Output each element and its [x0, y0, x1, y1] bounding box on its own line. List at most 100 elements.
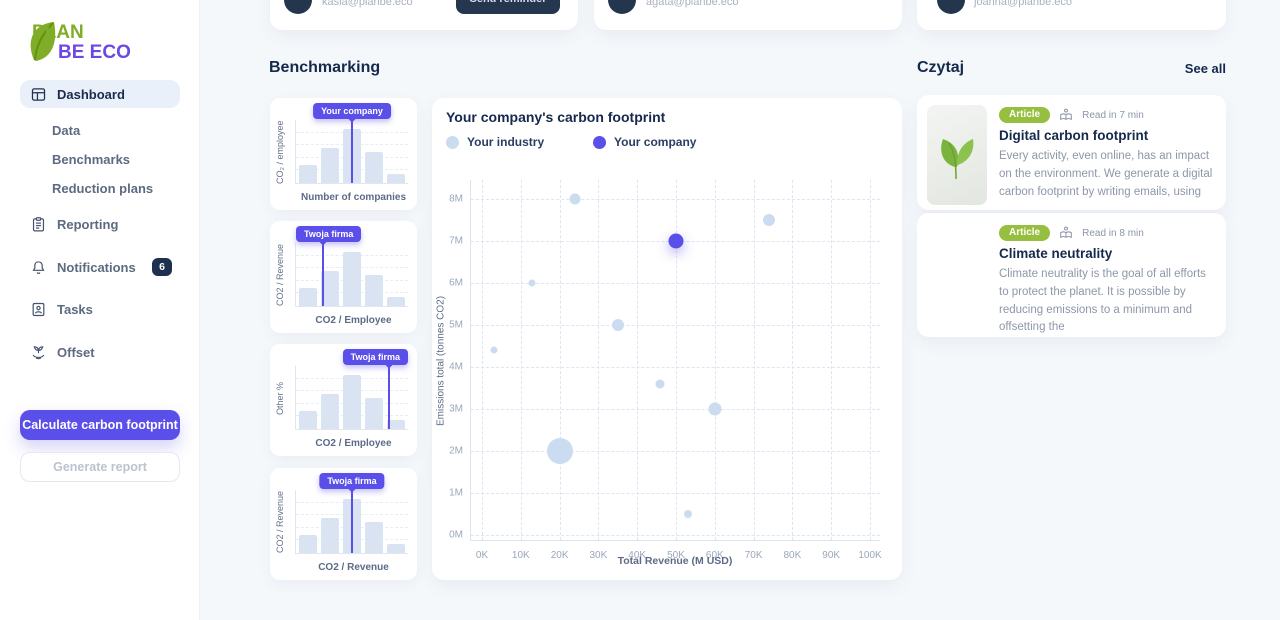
bar: [387, 174, 405, 183]
x-tick-label: 20K: [550, 550, 569, 561]
your-company-badge: Twoja firma: [319, 473, 385, 489]
y-tick-label: 0M: [449, 529, 463, 541]
y-tick-label: 2M: [449, 445, 463, 457]
x-tick-label: 90K: [822, 550, 841, 561]
scatter-point-industry[interactable]: [611, 319, 624, 331]
gridline-vertical: [753, 180, 755, 540]
sidebar-item-dashboard[interactable]: Dashboard: [20, 80, 180, 108]
chart-y-axis-label: Emissions total (tonnes CO2): [435, 295, 447, 426]
company-legend-dot: [593, 135, 606, 149]
gridline-vertical: [714, 180, 716, 540]
bar: [387, 420, 405, 429]
sidebar-item-tasks[interactable]: Tasks: [20, 295, 180, 323]
brand-line1: PLAN: [32, 22, 84, 43]
see-all-link[interactable]: See all: [1184, 61, 1226, 76]
bar: [299, 411, 317, 429]
gridline-vertical: [870, 180, 871, 540]
sidebar-item-label: Reduction plans: [52, 180, 154, 196]
y-tick-label: 4M: [449, 361, 463, 373]
scatter-point-industry[interactable]: [490, 346, 498, 354]
y-tick-label: 3M: [449, 403, 463, 415]
mini-chart-ylabel: CO₂ / employee: [275, 120, 285, 184]
gridline-vertical: [482, 180, 483, 540]
person-email: kasia@planbe.eco: [322, 0, 413, 8]
benchmark-mini-chart-card[interactable]: Other % Twoja firma CO2 / Employee: [270, 344, 417, 456]
scatter-point-industry[interactable]: [655, 379, 665, 389]
histogram-bars: [296, 243, 408, 306]
article-card-digital-carbon-footprint[interactable]: Article Read in 7 min Digital carbon foo…: [917, 95, 1226, 210]
sidebar-item-reporting[interactable]: Reporting: [20, 210, 180, 238]
sidebar: PLAN BE ECO Dashboard Data Benchmarks Re…: [0, 0, 200, 620]
your-company-badge: Your company: [313, 103, 391, 119]
scatter-point-industry[interactable]: [546, 438, 573, 464]
person-email: joanna@planbe.eco: [974, 0, 1073, 8]
sidebar-item-benchmarks[interactable]: Benchmarks: [20, 145, 180, 173]
scatter-point-industry[interactable]: [683, 510, 692, 518]
sidebar-item-data[interactable]: Data: [20, 116, 180, 144]
brand-logo[interactable]: PLAN BE ECO: [24, 10, 164, 73]
mini-chart-xlabel: Number of companies: [300, 192, 407, 203]
bar: [299, 288, 317, 306]
chart-x-axis-label: Total Revenue (M USD): [617, 555, 733, 567]
bar: [343, 252, 361, 306]
avatar: [284, 0, 312, 14]
article-title: Digital carbon footprint: [999, 128, 1149, 143]
legend-your-industry[interactable]: Your industry: [446, 134, 544, 150]
sidebar-item-reduction-plans[interactable]: Reduction plans: [20, 174, 180, 202]
scatter-point-industry[interactable]: [569, 193, 581, 205]
gridline-vertical: [792, 180, 794, 540]
mini-chart: Twoja firma: [295, 226, 408, 307]
reader-icon: [1060, 226, 1072, 239]
sidebar-item-offset[interactable]: Offset: [20, 338, 180, 366]
bar: [343, 375, 361, 429]
generate-report-button[interactable]: Generate report: [20, 452, 180, 482]
gridline-vertical: [598, 180, 600, 540]
reader-icon: [1060, 108, 1072, 121]
read-time: Read in 8 min: [1082, 227, 1144, 239]
bar: [321, 271, 339, 306]
bar: [321, 518, 339, 553]
calculate-carbon-footprint-button[interactable]: Calculate carbon footprint: [20, 410, 180, 440]
y-tick-label: 6M: [449, 277, 463, 289]
x-tick-label: 70K: [744, 550, 763, 561]
gridline-vertical: [676, 180, 677, 540]
bar: [365, 151, 383, 183]
mini-chart-ylabel: Other %: [275, 381, 285, 415]
bar: [365, 397, 383, 429]
x-tick-label: 40K: [628, 550, 647, 561]
gridline-horizontal: [471, 493, 880, 494]
x-tick-label: 0K: [475, 550, 489, 561]
gridline-horizontal: [471, 409, 880, 410]
gridline-horizontal: [471, 535, 880, 536]
scatter-point-industry[interactable]: [708, 402, 722, 416]
scatter-point-industry[interactable]: [763, 214, 776, 226]
x-tick-label: 100K: [858, 550, 882, 561]
bar: [365, 521, 383, 553]
send-reminder-button[interactable]: Send reminder: [456, 0, 560, 14]
scatter-point-industry[interactable]: [528, 279, 536, 287]
x-tick-label: 50K: [667, 550, 685, 561]
benchmark-mini-chart-card[interactable]: CO₂ / employee Your company Number of co…: [270, 98, 417, 210]
mini-chart-ylabel: CO2 / Revenue: [275, 243, 285, 307]
scatter-point-your-company[interactable]: [668, 233, 684, 249]
sidebar-item-label: Tasks: [57, 301, 93, 317]
bar: [321, 148, 339, 183]
benchmark-mini-chart-card[interactable]: CO2 / Revenue Twoja firma CO2 / Revenue: [270, 468, 417, 580]
benchmark-mini-chart-card[interactable]: CO2 / Revenue Twoja firma CO2 / Employee: [270, 221, 417, 333]
carbon-footprint-chart-card: Your company's carbon footprint Your ind…: [432, 98, 902, 580]
legend-label: Your industry: [467, 135, 545, 149]
legend-label: Your company: [614, 135, 697, 149]
gridline-horizontal: [471, 367, 880, 368]
article-excerpt: Climate neutrality is the goal of all ef…: [999, 268, 1206, 334]
sidebar-item-notifications[interactable]: Notifications 6: [20, 253, 180, 281]
bar: [299, 535, 317, 553]
y-tick-label: 8M: [449, 193, 463, 205]
tasks-icon: [32, 302, 45, 316]
mini-chart-xlabel: CO2 / Employee: [315, 315, 392, 326]
article-card-climate-neutrality[interactable]: Article Read in 8 min Climate neutrality…: [917, 213, 1226, 337]
legend-your-company[interactable]: Your company: [593, 134, 696, 150]
chart-title: Your company's carbon footprint: [446, 109, 666, 125]
gridline-vertical: [831, 180, 833, 540]
bar: [387, 297, 405, 306]
